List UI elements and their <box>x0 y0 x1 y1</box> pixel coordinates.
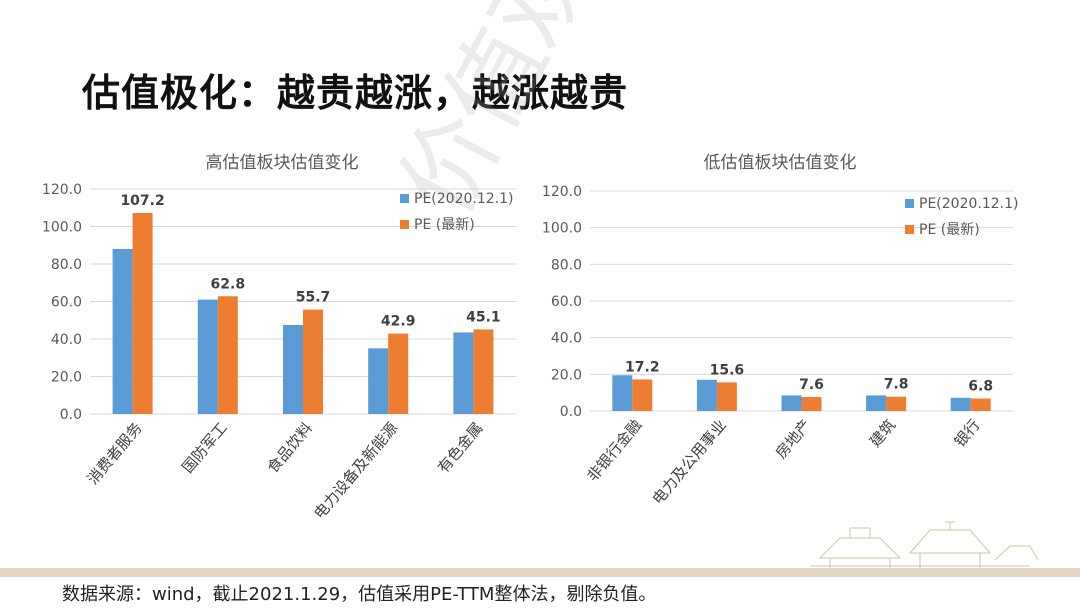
category-label: 电力设备及新能源 <box>310 419 401 523</box>
legend-label: PE(2020.12.1) <box>919 196 1018 212</box>
y-tick-label: 80.0 <box>551 257 582 273</box>
bar-pe-2020 <box>453 332 474 414</box>
bar-pe-latest <box>473 329 494 414</box>
y-tick-label: 40.0 <box>551 331 582 347</box>
y-tick-label: 0.0 <box>60 407 82 423</box>
category-label: 非银行金融 <box>583 416 645 485</box>
legend-label: PE (最新) <box>919 222 980 238</box>
y-tick-label: 20.0 <box>51 370 82 386</box>
category-label: 食品饮料 <box>264 419 316 477</box>
bar-pe-2020 <box>696 379 717 411</box>
data-label: 15.6 <box>710 362 745 378</box>
y-tick-label: 80.0 <box>51 257 82 273</box>
y-tick-label: 100.0 <box>42 220 82 236</box>
category-label: 电力及公用事业 <box>649 416 730 508</box>
bar-pe-latest <box>132 213 153 414</box>
bar-pe-latest <box>217 296 238 414</box>
legend-label: PE(2020.12.1) <box>414 191 513 207</box>
source-note: 数据来源：wind，截止2021.1.29，估值采用PE-TTM整体法，剔除负值… <box>62 584 657 605</box>
bar-pe-latest <box>886 396 907 411</box>
bar-pe-2020 <box>781 395 802 411</box>
category-label: 建筑 <box>866 416 899 451</box>
y-tick-label: 100.0 <box>542 221 582 237</box>
bar-pe-latest <box>388 333 409 414</box>
y-tick-label: 120.0 <box>542 184 582 200</box>
category-label: 有色金属 <box>434 419 486 477</box>
bar-pe-latest <box>970 398 991 411</box>
data-label: 55.7 <box>296 290 331 306</box>
data-label: 42.9 <box>381 314 416 330</box>
bar-pe-2020 <box>866 395 887 411</box>
bar-pe-latest <box>632 379 653 411</box>
category-label: 银行 <box>951 416 984 451</box>
bar-pe-latest <box>716 382 737 411</box>
bar-pe-2020 <box>112 249 133 414</box>
building-illustration <box>810 521 1039 568</box>
bar-pe-latest <box>303 309 323 414</box>
y-tick-label: 60.0 <box>551 294 582 310</box>
bar-pe-2020 <box>612 375 633 411</box>
category-label: 房地产 <box>772 416 815 462</box>
slide-title: 估值极化：越贵越涨，越涨越贵 <box>82 71 629 115</box>
bar-pe-latest <box>801 397 822 411</box>
low-valuation-chart: 低估值板块估值变化 0.0 20.0 40.0 60.0 80.0 100.0 120.0 17… <box>535 140 1025 540</box>
y-tick-label: 60.0 <box>51 295 82 311</box>
high-valuation-chart: 高估值板块估值变化 0.0 20.0 40.0 60.0 80.0 100.0 120.0 10… <box>30 140 520 540</box>
data-label: 62.8 <box>211 276 246 292</box>
data-label: 17.2 <box>625 359 660 375</box>
chart-title: 高估值板块估值变化 <box>206 153 359 173</box>
chart-title: 低估值板块估值变化 <box>704 153 857 173</box>
legend-swatch <box>400 220 409 229</box>
legend-swatch <box>905 225 914 234</box>
data-label: 7.8 <box>884 377 909 393</box>
low-valuation-chart-svg: 低估值板块估值变化 0.0 20.0 40.0 60.0 80.0 100.0 120.0 17… <box>542 153 1019 508</box>
legend-swatch <box>400 194 409 203</box>
y-tick-label: 20.0 <box>551 367 582 383</box>
footer-divider <box>0 568 1080 577</box>
bar-pe-2020 <box>950 397 971 411</box>
category-label: 国防军工 <box>178 419 230 477</box>
category-label: 消费者服务 <box>84 419 146 488</box>
data-label: 6.8 <box>968 379 993 395</box>
high-valuation-chart-svg: 高估值板块估值变化 0.0 20.0 40.0 60.0 80.0 100.0 120.0 10… <box>42 153 516 523</box>
y-tick-label: 0.0 <box>560 404 582 420</box>
bar-pe-2020 <box>283 324 303 414</box>
legend-label: PE (最新) <box>414 217 475 233</box>
legend-swatch <box>905 199 914 208</box>
bar-pe-2020 <box>197 299 218 414</box>
bar-pe-2020 <box>368 348 389 414</box>
y-tick-label: 120.0 <box>42 182 82 198</box>
data-label: 107.2 <box>120 193 164 209</box>
data-label: 45.1 <box>466 309 501 325</box>
y-tick-label: 40.0 <box>51 332 82 348</box>
data-label: 7.6 <box>799 377 824 393</box>
